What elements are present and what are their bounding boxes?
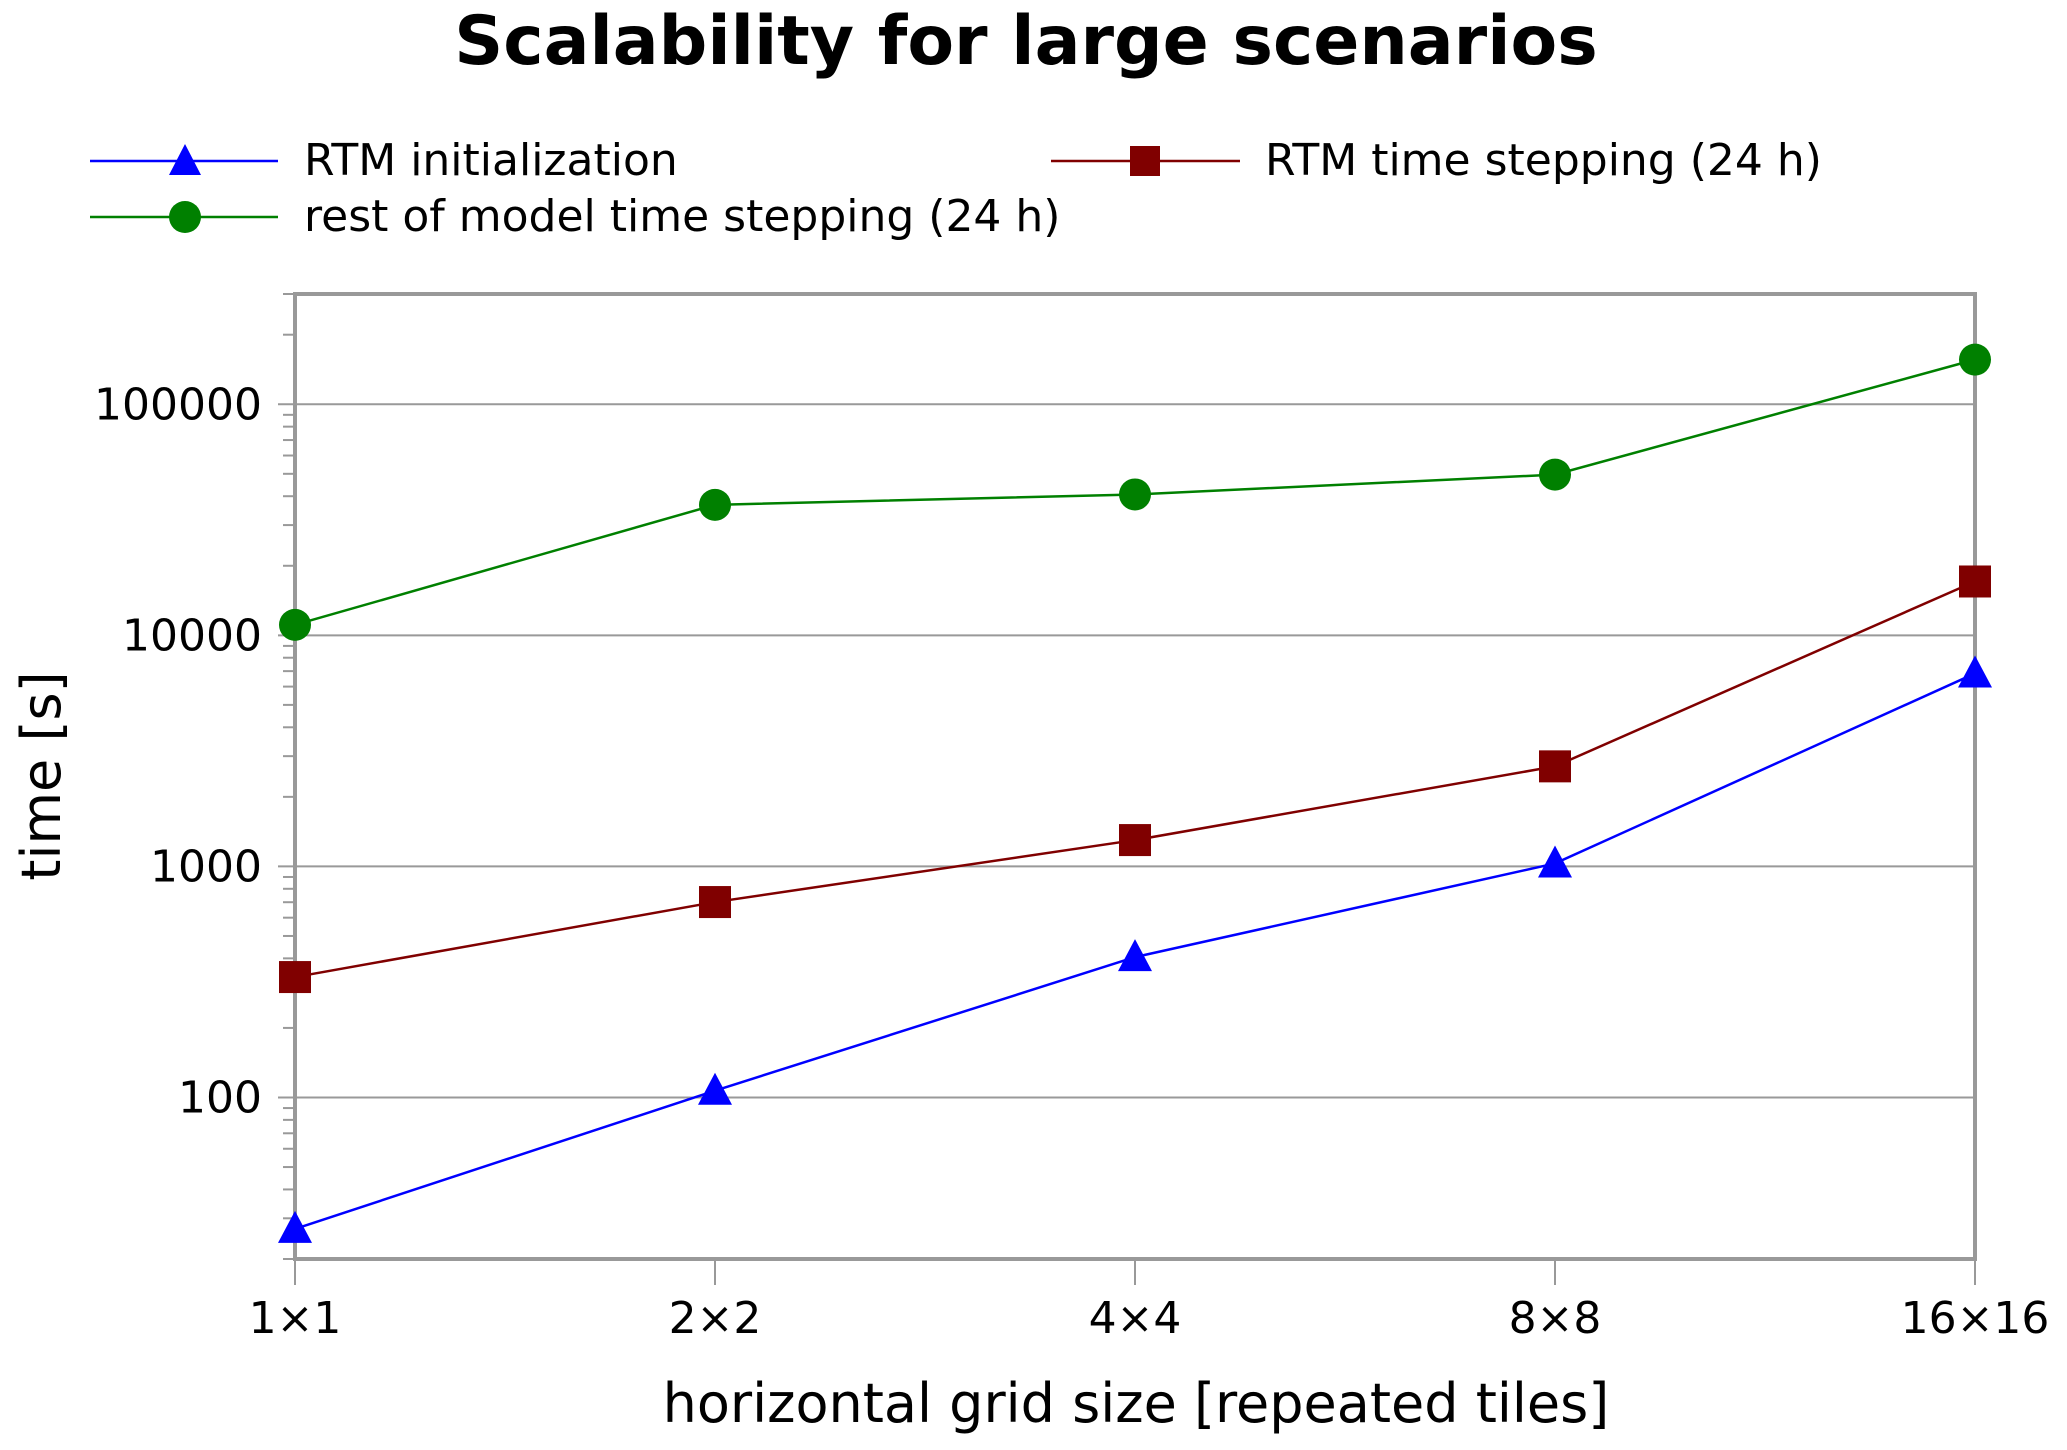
x-tick-label: 16×16 — [1901, 1293, 2050, 1344]
chart-title: Scalability for large scenarios — [454, 2, 1597, 81]
x-tick-label: 2×2 — [669, 1293, 762, 1344]
data-point-square — [1119, 824, 1151, 857]
data-point-circle — [1539, 458, 1571, 491]
x-axis-label: horizontal grid size [repeated tiles] — [663, 1372, 1610, 1435]
data-point-circle — [279, 608, 311, 641]
series-line — [294, 580, 1976, 979]
data-point-square — [279, 961, 311, 994]
data-point-triangle — [1538, 845, 1572, 878]
y-tick-label: 100 — [178, 1072, 262, 1123]
triangle-marker-icon — [169, 144, 201, 175]
legend-label: RTM time stepping (24 h) — [1265, 135, 1822, 186]
legend-label: rest of model time stepping (24 h) — [304, 191, 1060, 242]
data-point-circle — [699, 488, 731, 521]
data-point-square — [1539, 750, 1571, 783]
y-tick-label: 100000 — [94, 379, 262, 430]
legend-item-rest-of-model: rest of model time stepping (24 h) — [90, 191, 1060, 242]
circle-marker-icon — [169, 201, 201, 233]
y-axis-label: time [s] — [10, 671, 73, 880]
data-point-triangle — [278, 1210, 312, 1243]
x-tick-label: 1×1 — [249, 1293, 342, 1344]
plot-frame — [293, 292, 1977, 1261]
legend: RTM initialization RTM time stepping (24… — [90, 135, 1822, 242]
data-point-square — [1959, 565, 1991, 598]
square-marker-icon — [1130, 146, 1160, 176]
y-tick-label: 10000 — [122, 610, 262, 661]
data-point-triangle — [1958, 655, 1992, 688]
data-point-triangle — [698, 1072, 732, 1105]
data-point-circle — [1959, 343, 1991, 376]
legend-label: RTM initialization — [304, 135, 678, 186]
legend-item-rtm-time-stepping: RTM time stepping (24 h) — [1051, 135, 1822, 186]
legend-item-rtm-initialization: RTM initialization — [90, 135, 678, 186]
data-point-square — [699, 886, 731, 919]
data-point-circle — [1119, 478, 1151, 511]
data-point-triangle — [1118, 939, 1152, 972]
y-tick-label: 1000 — [150, 841, 262, 892]
x-tick-label: 4×4 — [1089, 1293, 1182, 1344]
x-tick-label: 8×8 — [1509, 1293, 1602, 1344]
